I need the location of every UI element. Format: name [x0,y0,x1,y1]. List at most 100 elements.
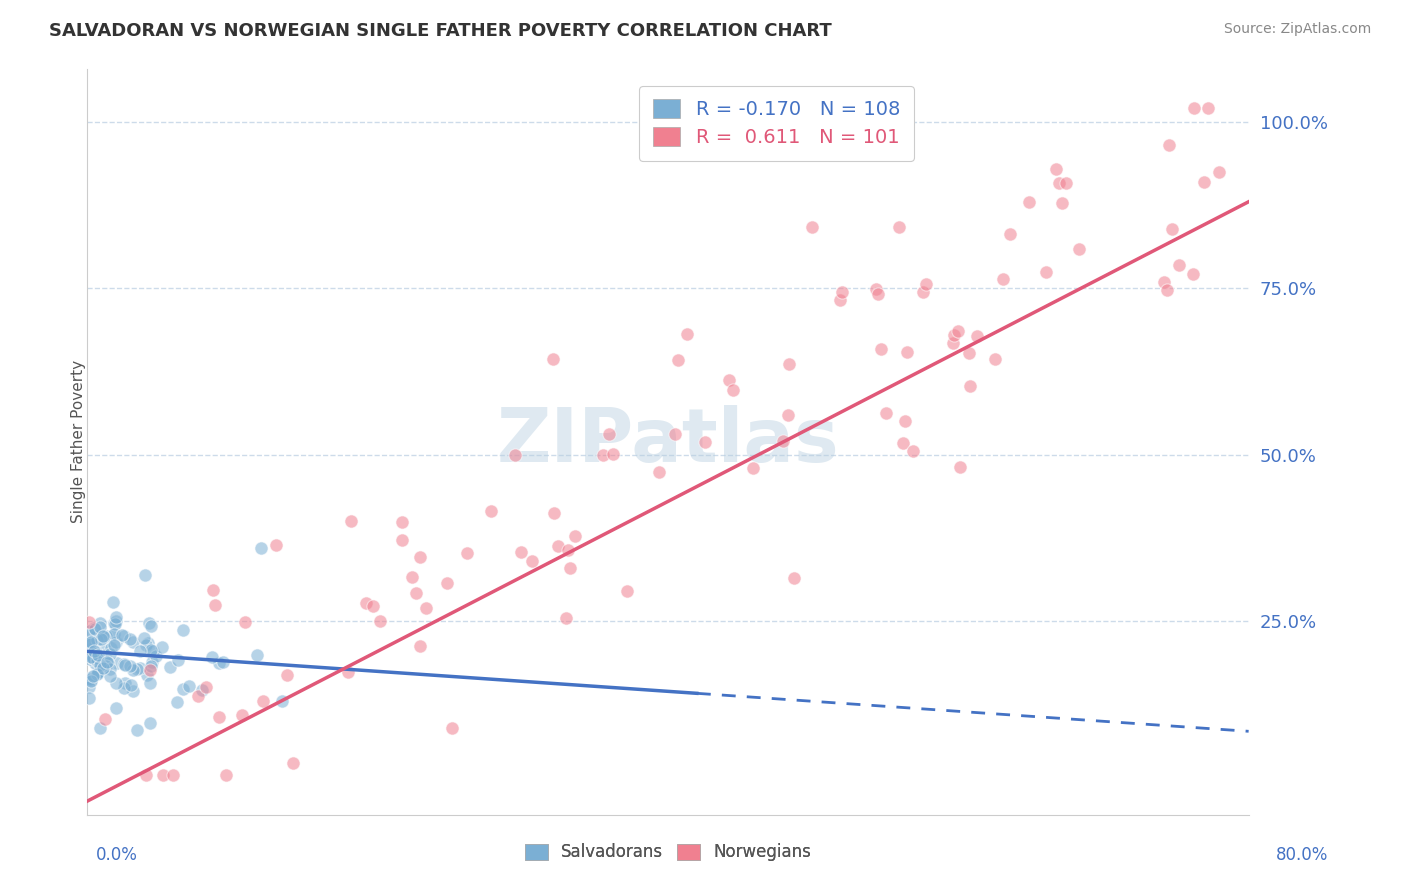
Point [204,598,226,612]
Point [135,638,157,652]
Point [139,715,162,730]
Point [77,635,100,649]
Point [271,694,294,708]
Point [543,351,565,366]
Point [125,723,148,737]
Point [118,658,141,673]
Point [281,756,304,771]
Text: 0.0%: 0.0% [96,846,138,863]
Point [139,659,162,673]
Point [252,693,274,707]
Point [208,656,231,670]
Point [276,667,298,681]
Point [139,619,162,633]
Point [202,582,225,597]
Point [555,611,578,625]
Point [915,277,938,292]
Point [1035,264,1057,278]
Point [105,610,128,624]
Point [86,667,108,681]
Point [84,645,107,659]
Point [865,282,887,296]
Point [77,671,100,685]
Point [87,665,110,680]
Point [98,662,121,676]
Point [869,342,891,356]
Point [104,701,127,715]
Point [1067,242,1090,256]
Point [87,648,110,662]
Point [79,673,101,688]
Point [138,616,160,631]
Point [742,460,765,475]
Point [984,351,1007,366]
Point [94,648,117,662]
Point [159,660,181,674]
Point [80,634,103,648]
Point [616,584,638,599]
Point [152,640,174,654]
Point [215,767,238,781]
Point [946,324,969,338]
Point [391,515,413,529]
Point [409,549,432,564]
Point [664,427,686,442]
Point [1181,267,1204,281]
Point [998,227,1021,241]
Point [83,621,105,635]
Point [1054,176,1077,190]
Point [110,628,132,642]
Point [89,627,111,641]
Point [82,651,104,665]
Point [80,636,103,650]
Point [166,695,188,709]
Point [1197,102,1219,116]
Point [901,444,924,458]
Point [103,595,125,609]
Point [94,712,117,726]
Point [145,649,167,664]
Point [139,676,162,690]
Point [89,620,111,634]
Point [112,657,135,671]
Point [405,586,427,600]
Point [245,648,267,663]
Point [86,654,108,668]
Point [132,631,155,645]
Point [510,545,533,559]
Point [891,435,914,450]
Point [695,434,717,449]
Point [84,629,107,643]
Point [212,656,235,670]
Point [1045,162,1067,177]
Point [1157,138,1180,153]
Point [118,632,141,646]
Point [233,615,256,629]
Point [90,632,112,646]
Point [1208,164,1230,178]
Point [77,624,100,639]
Point [830,293,852,308]
Point [89,616,111,631]
Point [121,683,143,698]
Point [83,644,105,658]
Point [79,651,101,665]
Point [801,219,824,234]
Point [93,640,115,654]
Point [942,328,965,343]
Point [354,596,377,610]
Point [875,406,897,420]
Point [103,616,125,631]
Point [368,614,391,628]
Point [440,721,463,735]
Point [98,669,121,683]
Point [136,635,159,649]
Point [105,635,128,649]
Point [77,681,100,695]
Point [1192,176,1215,190]
Point [93,630,115,644]
Point [783,571,806,585]
Point [77,628,100,642]
Point [91,661,114,675]
Point [721,383,744,397]
